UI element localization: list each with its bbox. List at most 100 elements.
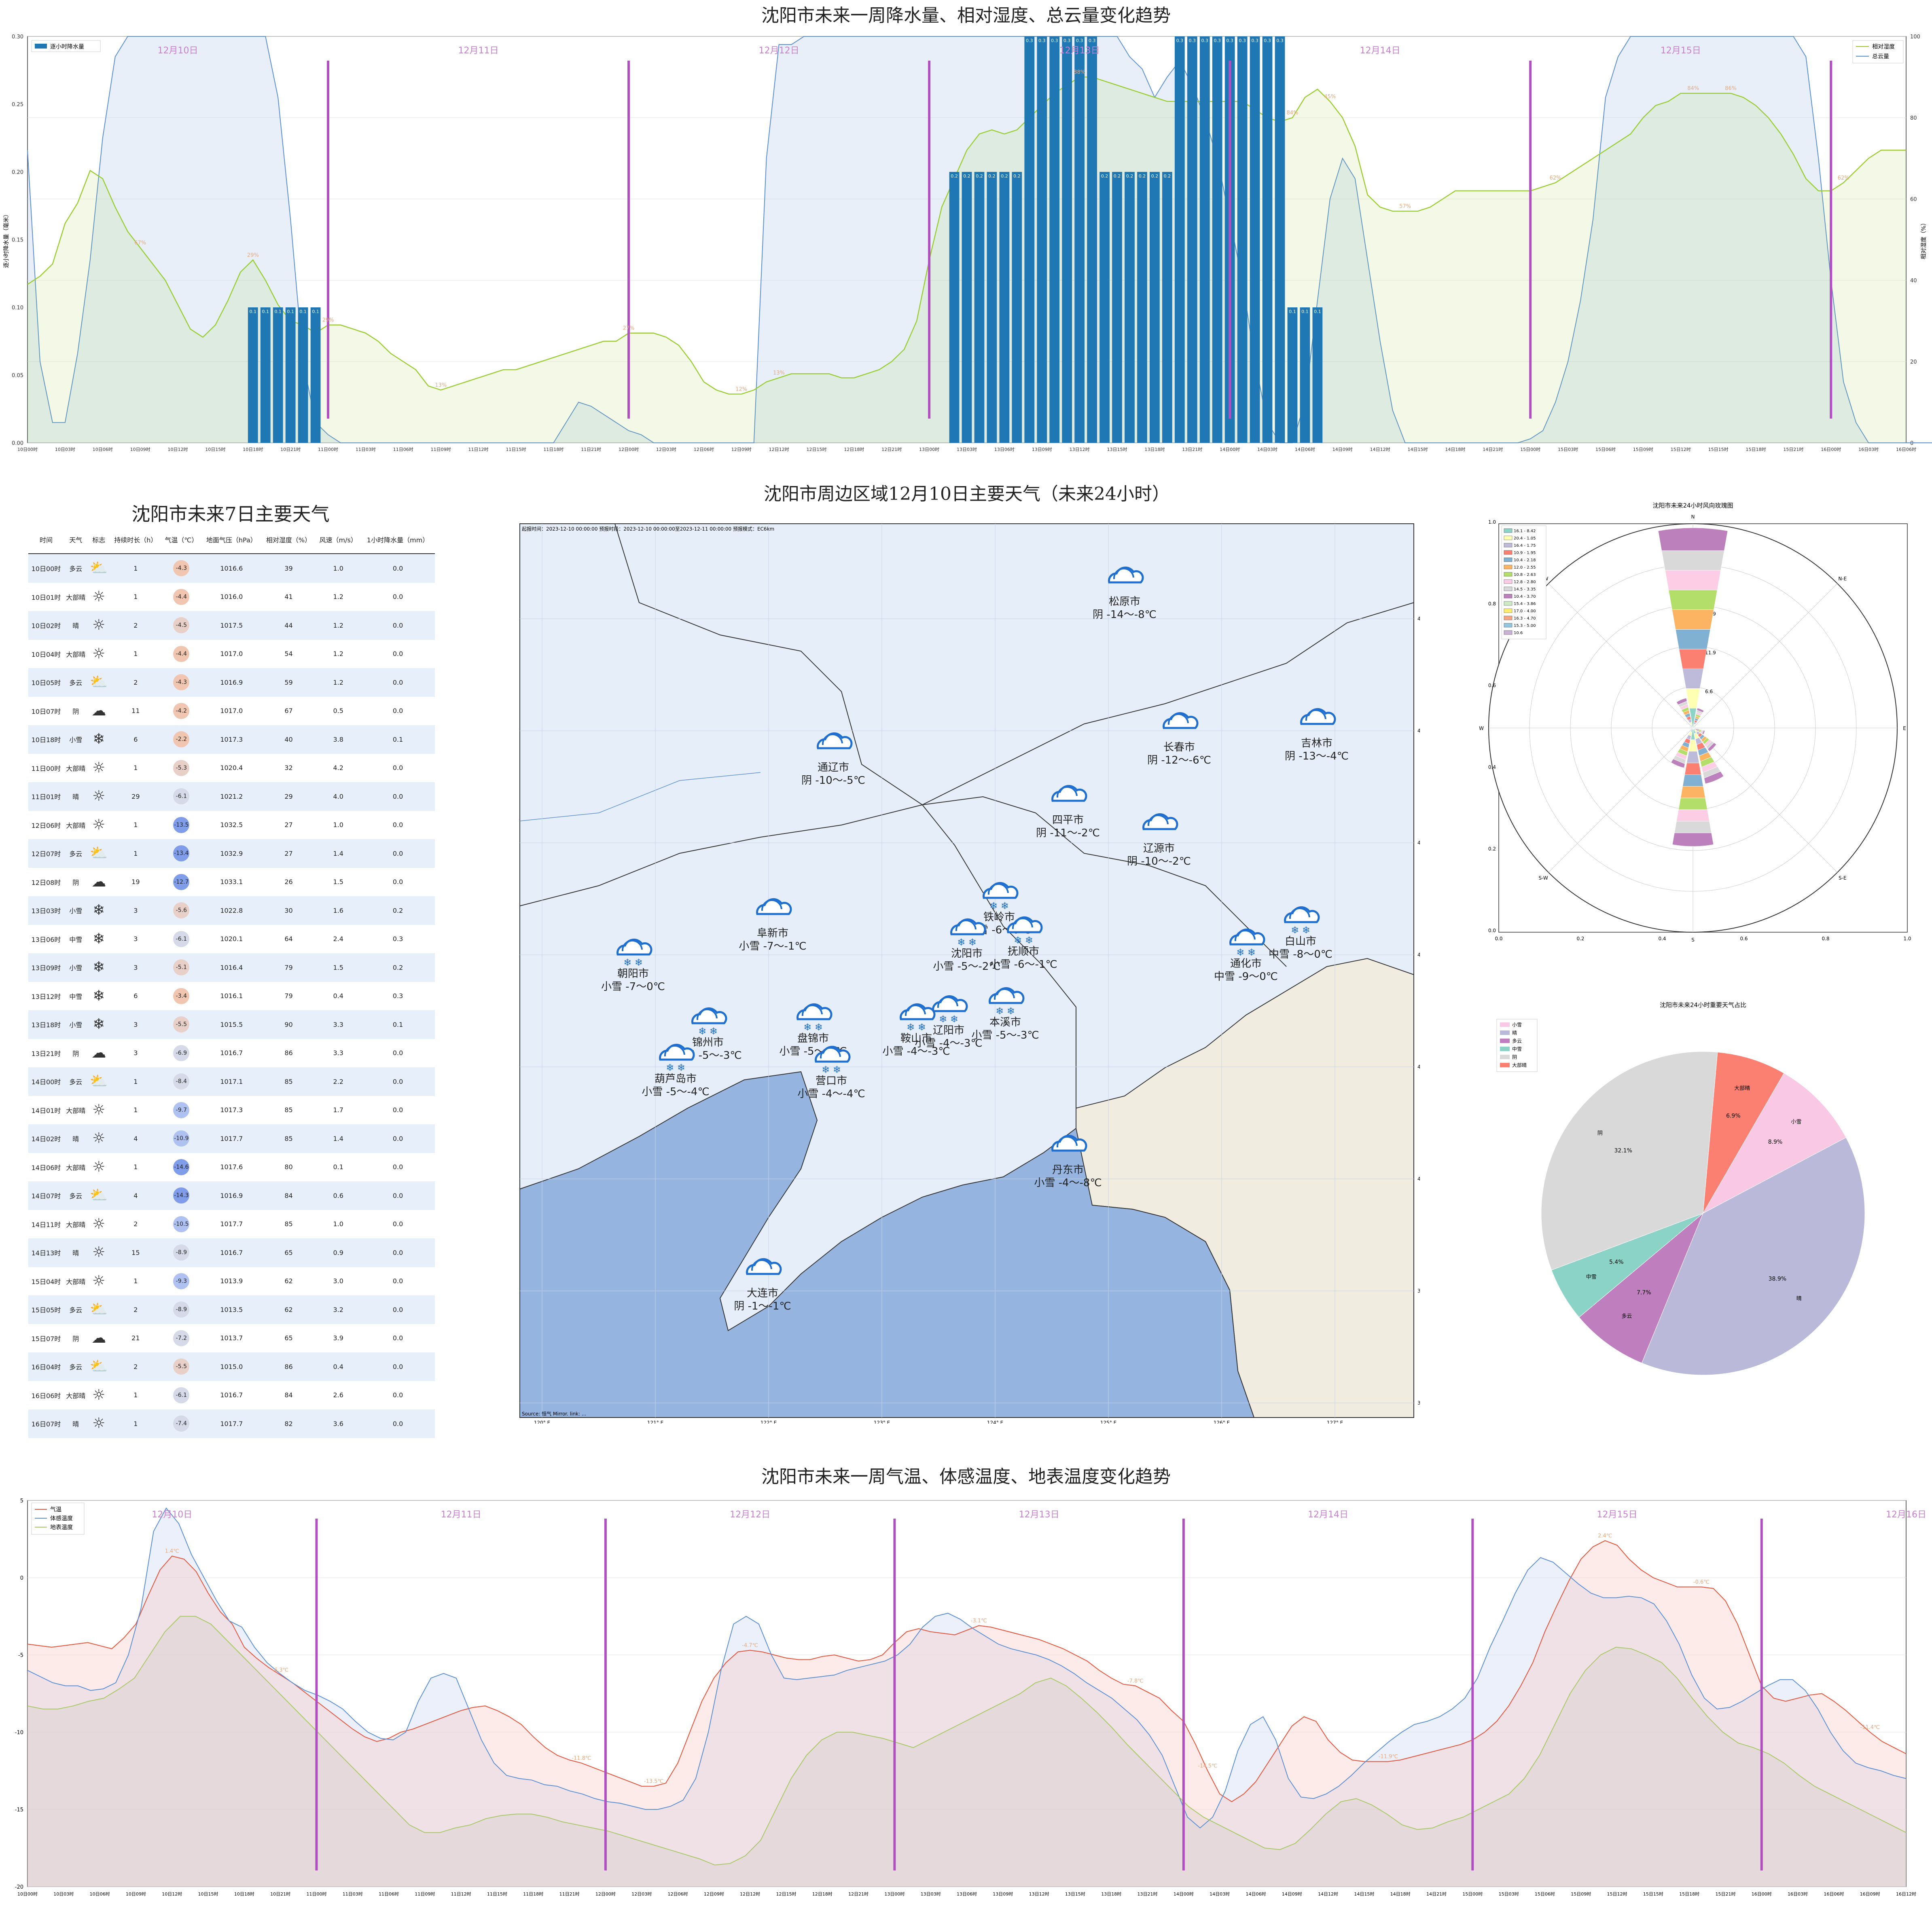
- precip-bar: [1300, 307, 1310, 443]
- table-cell: 14日01时: [31, 1107, 61, 1115]
- precip-bar: [1162, 172, 1172, 443]
- day-label: 12月10日: [158, 46, 198, 56]
- precip-bar-label: 0.3: [1214, 38, 1221, 43]
- day-label: 12月11日: [441, 1510, 481, 1520]
- table-row: 14日02时晴 ☼ 4 -10.9 1017.7 85 1.4 0.0: [28, 1124, 435, 1153]
- table-cell: 10日18时: [28, 725, 64, 754]
- city-name: 通辽市: [818, 762, 849, 774]
- table-cell: 0.1: [333, 1163, 343, 1171]
- table-cell: 1.4: [316, 1124, 361, 1153]
- day-label: 12月13日: [1019, 1510, 1059, 1520]
- precip-bar: [974, 172, 985, 443]
- temperature-cell: -4.3: [161, 554, 201, 583]
- snowflake-icon: ❄ ❄: [996, 1005, 1015, 1017]
- table-cell: 1020.4: [220, 764, 243, 772]
- pie-percent-label: 8.9%: [1768, 1139, 1783, 1145]
- weekly-weather-table: 时间 天气 标志 持续时长（h） 气温（℃） 地面气压（hPa） 相对湿度（%） 风速（m/s…: [28, 526, 435, 1438]
- table-row: 11日00时 大部晴 ☼ 1 -5.3 1020.4 32 4.2 0.0: [28, 754, 435, 783]
- weather-icon-cell: ☼: [88, 754, 110, 783]
- cloud-shape: [987, 883, 1009, 895]
- x-tick: 14日00时: [1220, 447, 1240, 452]
- precip-bar: [1199, 36, 1210, 443]
- snowflake-icon: ❄ ❄: [989, 900, 1009, 912]
- table-cell: 1016.6: [201, 554, 262, 583]
- cloud-shape: [691, 1007, 727, 1024]
- table-cell: 12日08时: [31, 878, 61, 887]
- table-row: 13日21时 阴 ☁ 3 -6.9 1016.7 86 3.3 0.0: [28, 1039, 435, 1068]
- table-cell: 2: [110, 611, 161, 640]
- table-cell: 65: [261, 1238, 316, 1267]
- legend-label: 相对湿度: [1872, 44, 1895, 50]
- snow-icon: ❄ ❄: [1007, 916, 1043, 946]
- table-cell: 0.0: [392, 593, 403, 601]
- table-cell: 1.2: [316, 611, 361, 640]
- rose-legend-label: 17.0 - 4.00: [1514, 609, 1536, 614]
- pie-percent-label: 5.4%: [1609, 1259, 1624, 1265]
- cloud-shape: [950, 918, 986, 935]
- weather-icon-cell: ⛅: [87, 1181, 110, 1210]
- table-header-cell: 气温（℃）: [161, 526, 201, 554]
- table-cell: 86: [284, 1049, 293, 1057]
- axis-tick: 0.0: [1495, 936, 1502, 942]
- cloud-shape: [756, 898, 792, 915]
- table-cell: 1: [133, 593, 138, 601]
- snow-icon: ❄ ❄: [659, 1043, 695, 1073]
- table-cell: 21: [131, 1334, 140, 1342]
- precip-bar: [1312, 307, 1323, 443]
- city-name: 通化市: [1230, 958, 1262, 970]
- x-tick: 15日00时: [1520, 447, 1540, 452]
- temperature-chart: 5 0 -5 -10 -15 -20 12月10日 12月11日 12月12日 12月13日 12月…: [15, 1498, 1926, 1897]
- y-left-tick: 0.25: [12, 102, 23, 108]
- precip-bar-label: 0.3: [1026, 38, 1033, 43]
- x-tick: 15日12时: [1671, 447, 1691, 452]
- humidity-annotation: 29%: [322, 317, 334, 324]
- table-cell: 0.0: [361, 1352, 435, 1381]
- pie-legend-swatch: [1500, 1039, 1510, 1043]
- cloud-icon: [756, 898, 792, 915]
- table-cell: 1: [133, 1163, 138, 1171]
- table-cell: 1: [133, 764, 138, 772]
- weather-icon-cell: ☼: [87, 1238, 110, 1267]
- y-tick: -15: [15, 1807, 23, 1813]
- pie-slice-label: 大部晴: [1734, 1085, 1750, 1092]
- table-cell: 大部晴: [66, 821, 86, 829]
- weather-icon-cell: ☼: [88, 1153, 110, 1182]
- temperature-chip: -14.3: [173, 1187, 190, 1204]
- rose-legend-label: 15.4 - 3.86: [1514, 602, 1536, 606]
- temperature-chip: -4.4: [173, 645, 190, 662]
- table-cell: 1017.3: [220, 1106, 243, 1114]
- rose-legend-swatch: [1504, 535, 1513, 540]
- rose-legend-label: 10.6: [1514, 631, 1523, 635]
- lon-tick: 120° E: [534, 522, 550, 523]
- x-tick: 16日00时: [1752, 1891, 1772, 1897]
- table-cell: 6: [110, 725, 161, 754]
- precip-bar-label: 0.3: [1251, 38, 1258, 43]
- weather-icon-cell: ☼: [88, 640, 110, 669]
- temperature-chip: -4.3: [173, 674, 190, 691]
- partly-cloudy-icon: ⛅: [89, 1358, 108, 1375]
- series-area: [28, 1540, 1906, 1887]
- table-cell: 大部晴: [66, 650, 86, 658]
- pie-legend-label: 阴: [1512, 1054, 1517, 1060]
- pie-slice-label: 阴: [1597, 1130, 1603, 1136]
- x-tick: 13日21时: [1182, 447, 1202, 452]
- legend-label: 气温: [50, 1506, 61, 1513]
- weather-icon-cell: ☼: [88, 583, 110, 611]
- temperature-cell: -14.3: [161, 1181, 201, 1210]
- x-tick: 12日06时: [668, 1891, 688, 1897]
- table-cell: 32: [284, 764, 293, 772]
- table-cell: 0.0: [361, 1124, 435, 1153]
- table-row: 10日05时 多云 ⛅ 2 -4.3 1016.9 59 1.2 0.0: [28, 668, 435, 697]
- lat-tick: 39° N: [1417, 1288, 1420, 1294]
- table-cell: 3.3: [316, 1010, 361, 1039]
- table-row: 14日01时 大部晴 ☼ 1 -9.7 1017.3 85 1.7 0.0: [28, 1096, 435, 1125]
- precip-humidity-cloud-chart: 0204060801000.000.050.100.150.200.250.30…: [3, 34, 1932, 452]
- weather-icon-cell: ☁: [88, 1039, 110, 1068]
- x-tick: 11日03时: [343, 1891, 363, 1897]
- axis-tick: 0.4: [1488, 764, 1496, 770]
- temp-annotation: -0.6℃: [1693, 1579, 1710, 1585]
- rose-legend-swatch: [1504, 630, 1513, 635]
- table-cell: 0.0: [392, 1106, 403, 1114]
- x-tick: 11日06时: [379, 1891, 399, 1897]
- rose-legend-label: 10.9 - 1.95: [1514, 551, 1536, 555]
